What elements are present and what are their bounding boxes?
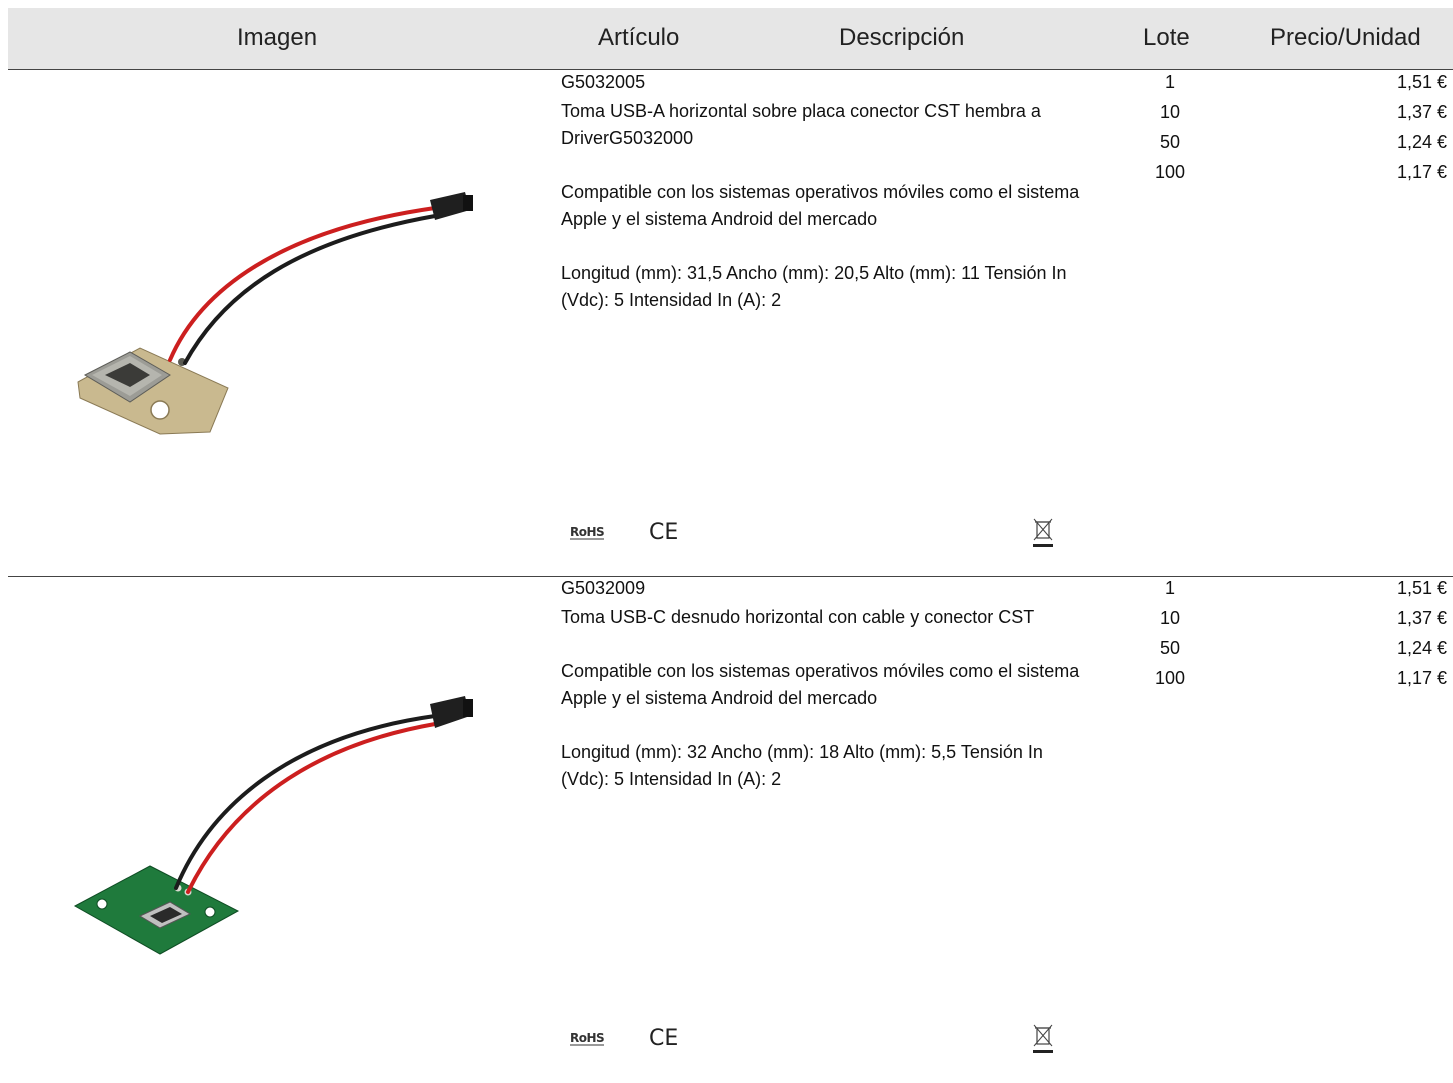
product-title: Toma USB-A horizontal sobre placa conect… <box>561 101 1041 148</box>
table-header: Imagen Artículo Descripción Lote Precio/… <box>8 8 1453 70</box>
lote-value: 10 <box>1159 102 1181 122</box>
price-value: 1,51 € <box>1396 72 1447 92</box>
product-photo-usb-a <box>77 192 473 435</box>
price-value: 1,24 € <box>1396 132 1447 152</box>
price-value: 1,17 € <box>1396 162 1447 182</box>
rohs-logo-icon: RoHS <box>570 1031 605 1046</box>
column-header-articulo: Artículo <box>598 24 680 51</box>
price-value: 1,51 € <box>1396 578 1447 598</box>
lote-value: 100 <box>1154 668 1186 688</box>
price-value: 1,24 € <box>1396 638 1447 658</box>
lote-value: 10 <box>1159 608 1181 628</box>
lote-value: 100 <box>1154 162 1186 182</box>
product-photo-usb-c <box>73 696 473 955</box>
lote-value: 50 <box>1159 638 1181 658</box>
column-header-imagen: Imagen <box>237 24 318 51</box>
rohs-logo-icon: RoHS <box>570 525 605 540</box>
lote-value: 50 <box>1159 132 1181 152</box>
product-compatibility: Compatible con los sistemas operativos m… <box>561 661 1080 708</box>
column-header-precio: Precio/Unidad <box>1270 24 1421 51</box>
lote-value: 1 <box>1164 72 1175 92</box>
price-value: 1,37 € <box>1396 102 1447 122</box>
weee-bin-icon <box>1033 518 1053 547</box>
weee-bin-icon <box>1033 1024 1053 1053</box>
product-row: G5032005 Toma USB-A horizontal sobre pla… <box>0 70 1453 576</box>
product-code: G5032009 <box>561 578 646 598</box>
column-header-descripcion: Descripción <box>839 24 965 51</box>
ce-mark-icon: CE <box>649 520 679 545</box>
product-title: Toma USB-C desnudo horizontal con cable … <box>561 607 1035 627</box>
product-description: Toma USB-A horizontal sobre placa conect… <box>561 98 1091 341</box>
product-description: Toma USB-C desnudo horizontal con cable … <box>561 604 1091 820</box>
price-value: 1,17 € <box>1396 668 1447 688</box>
product-dimensions: Longitud (mm): 32 Ancho (mm): 18 Alto (m… <box>561 742 1043 789</box>
lote-value: 1 <box>1164 578 1175 598</box>
product-compatibility: Compatible con los sistemas operativos m… <box>561 182 1080 229</box>
price-value: 1,37 € <box>1396 608 1447 628</box>
ce-mark-icon: CE <box>649 1026 679 1051</box>
column-header-lote: Lote <box>1143 24 1190 51</box>
product-row: G5032009 Toma USB-C desnudo horizontal c… <box>8 576 1453 1083</box>
product-dimensions: Longitud (mm): 31,5 Ancho (mm): 20,5 Alt… <box>561 263 1067 310</box>
product-code: G5032005 <box>561 72 646 92</box>
